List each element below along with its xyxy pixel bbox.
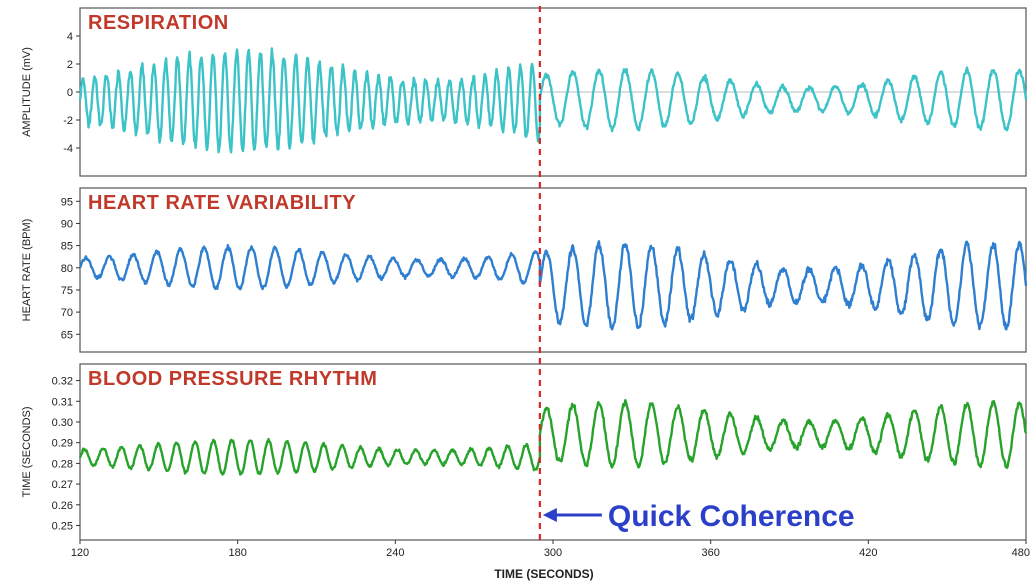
y-tick-label: 75 <box>61 285 73 297</box>
y-tick-label: 2 <box>67 59 73 71</box>
x-tick-label: 240 <box>386 547 404 559</box>
y-tick-label: 0.25 <box>52 521 73 533</box>
x-tick-label: 420 <box>859 547 877 559</box>
x-tick-label: 480 <box>1012 547 1030 559</box>
y-tick-label: 85 <box>61 241 73 253</box>
quick-coherence-annotation: Quick Coherence <box>538 6 855 540</box>
panel-title: RESPIRATION <box>88 12 229 34</box>
y-tick-label: 0.27 <box>52 479 73 491</box>
series-line-respiration <box>78 47 1028 154</box>
chart-panels: 4 2 0 -2 -4 AMPLITUDE (mV) RESPIRATION 95 90 85 80… <box>21 7 1028 541</box>
y-tick-label: -2 <box>63 115 73 127</box>
y-tick-label: 0.32 <box>52 376 73 388</box>
panel-blood-pressure-rhythm: 0.32 0.31 0.30 0.29 0.28 0.27 0.26 0.25 TIME (SE… <box>21 363 1028 541</box>
arrow-head <box>542 508 557 522</box>
y-tick-label: 90 <box>61 218 73 230</box>
coherence-arrow <box>542 508 602 522</box>
y-tick-label: 0.31 <box>52 396 73 408</box>
x-tick-label: 360 <box>701 547 719 559</box>
panel-title: BLOOD PRESSURE RHYTHM <box>88 368 377 390</box>
y-tick-label: 4 <box>67 31 73 43</box>
y-axis-label: AMPLITUDE (mV) <box>21 47 33 137</box>
y-tick-label: 0 <box>67 87 73 99</box>
y-tick-label: 0.28 <box>52 458 73 470</box>
x-axis: 120 180 240 300 360 420 480 <box>71 540 1030 559</box>
y-tick-label: 0.26 <box>52 500 73 512</box>
panel-title: HEART RATE VARIABILITY <box>88 192 356 214</box>
x-tick-label: 300 <box>544 547 562 559</box>
coherence-label: Quick Coherence <box>608 500 855 533</box>
y-tick-label: 95 <box>61 196 73 208</box>
y-tick-label: 70 <box>61 307 73 319</box>
series-line-heart-rate-variability <box>79 240 1028 331</box>
panel-frame <box>79 187 1027 353</box>
y-axis-label: HEART RATE (BPM) <box>21 219 33 322</box>
x-axis-label: TIME (SECONDS) <box>494 567 593 581</box>
y-tick-label: 65 <box>61 329 73 341</box>
y-axis-label: TIME (SECONDS) <box>21 406 33 497</box>
y-tick-label: 0.29 <box>52 438 73 450</box>
panel-respiration: 4 2 0 -2 -4 AMPLITUDE (mV) RESPIRATION <box>21 7 1028 177</box>
x-tick-label: 120 <box>71 547 89 559</box>
series-line-blood-pressure-rhythm <box>78 399 1028 476</box>
panel-heart-rate-variability: 95 90 85 80 75 70 65 HEART RATE (BPM) HEART RATE… <box>21 187 1028 353</box>
y-tick-label: -4 <box>63 143 73 155</box>
y-tick-label: 0.30 <box>52 417 73 429</box>
x-tick-label: 180 <box>228 547 246 559</box>
y-tick-label: 80 <box>61 263 73 275</box>
